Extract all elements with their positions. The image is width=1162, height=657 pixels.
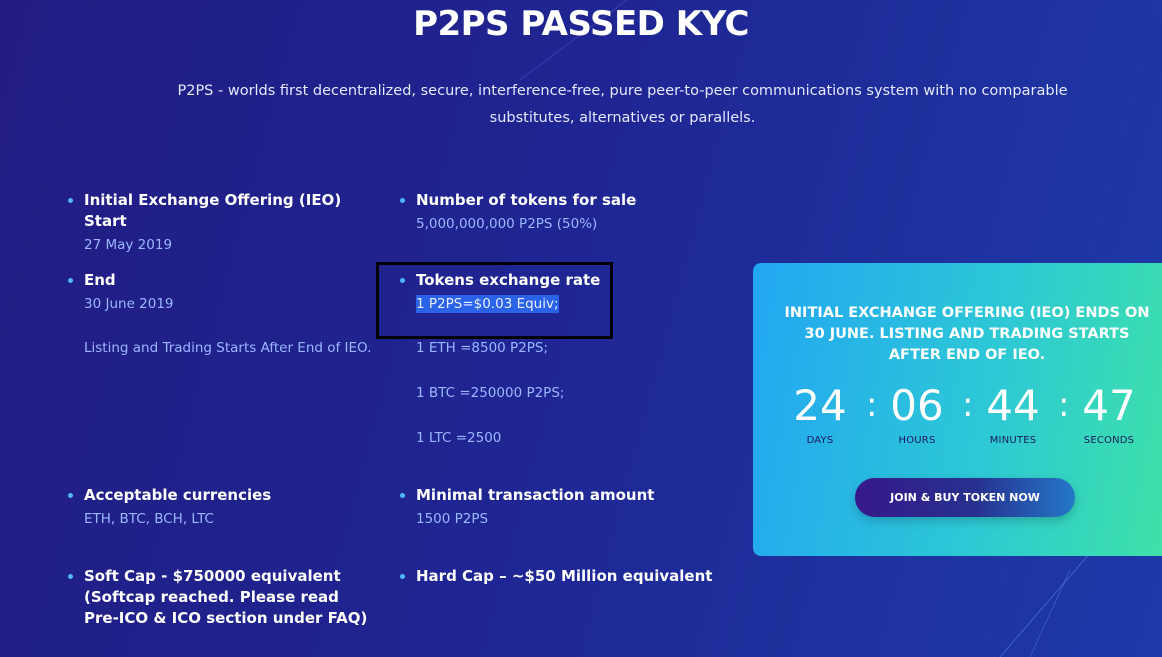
detail-heading: Tokens exchange rate	[416, 271, 601, 289]
countdown-separator: :	[1058, 385, 1070, 425]
countdown-title: INITIAL EXCHANGE OFFERING (IEO) ENDS ON …	[784, 305, 1150, 363]
detail-heading: Acceptable currencies	[84, 486, 272, 504]
bullet-dot	[68, 574, 73, 579]
bullet-dot	[68, 198, 73, 203]
bullet-dot	[400, 493, 405, 498]
countdown-hours: 06 HOURS	[877, 381, 957, 446]
detail-end: End 30 June 2019 Listing and Trading Sta…	[68, 270, 374, 362]
page-subtitle: P2PS - worlds first decentralized, secur…	[177, 83, 1068, 126]
detail-heading: Soft Cap - $750000 equivalent (Softcap r…	[84, 567, 368, 627]
detail-heading: Hard Cap – ~$50 Million equivalent	[416, 567, 713, 585]
annotation-highlight-box	[376, 262, 613, 339]
detail-value: 5,000,000,000 P2PS (50%)	[416, 216, 598, 232]
bullet-dot	[68, 493, 73, 498]
countdown-value: 44	[986, 381, 1040, 430]
countdown-label: SECONDS	[1083, 435, 1135, 446]
detail-value: 1500 P2PS	[416, 511, 489, 527]
detail-exchange-rate: Tokens exchange rate 1 P2PS=$0.03 Equiv;…	[400, 270, 716, 452]
countdown-label: DAYS	[806, 435, 834, 446]
exchange-rate-btc: 1 BTC =250000 P2PS;	[416, 385, 565, 401]
countdown-minutes: 44 MINUTES	[973, 381, 1053, 446]
detail-value: 30 June 2019	[84, 296, 174, 312]
detail-note: Listing and Trading Starts After End of …	[84, 340, 372, 356]
join-buy-token-button[interactable]: JOIN & BUY TOKEN NOW	[855, 478, 1075, 517]
countdown-days: 24 DAYS	[780, 381, 860, 446]
countdown-label: HOURS	[898, 435, 936, 446]
detail-hard-cap: Hard Cap – ~$50 Million equivalent	[400, 566, 716, 587]
detail-value: 27 May 2019	[84, 237, 173, 253]
countdown-separator: :	[962, 385, 974, 425]
detail-currencies: Acceptable currencies ETH, BTC, BCH, LTC	[68, 485, 374, 532]
detail-heading: End	[84, 271, 116, 289]
bullet-dot	[400, 198, 405, 203]
detail-soft-cap: Soft Cap - $750000 equivalent (Softcap r…	[68, 566, 374, 629]
countdown-label: MINUTES	[989, 435, 1037, 446]
selected-text[interactable]: 1 P2PS=$0.03 Equiv;	[416, 295, 559, 313]
page-title: P2PS PASSED KYC	[413, 4, 749, 44]
detail-value: ETH, BTC, BCH, LTC	[84, 511, 214, 527]
countdown-seconds: 47 SECONDS	[1069, 381, 1149, 446]
detail-ieo-start: Initial Exchange Offering (IEO) Start 27…	[68, 190, 384, 258]
exchange-rate-selected[interactable]: 1 P2PS=$0.03 Equiv;	[416, 291, 716, 317]
bullet-dot	[68, 278, 73, 283]
detail-heading: Minimal transaction amount	[416, 486, 655, 504]
countdown-value: 06	[890, 381, 944, 430]
exchange-rate-ltc: 1 LTC =2500	[416, 430, 502, 446]
bullet-dot	[400, 278, 405, 283]
countdown-value: 24	[793, 381, 847, 430]
exchange-rate-eth: 1 ETH =8500 P2PS;	[416, 340, 549, 356]
countdown-card: INITIAL EXCHANGE OFFERING (IEO) ENDS ON …	[753, 263, 1162, 556]
countdown-value: 47	[1082, 381, 1136, 430]
detail-heading: Number of tokens for sale	[416, 191, 637, 209]
detail-tokens-for-sale: Number of tokens for sale 5,000,000,000 …	[400, 190, 716, 237]
countdown-separator: :	[866, 385, 878, 425]
bullet-dot	[400, 574, 405, 579]
detail-heading: Initial Exchange Offering (IEO) Start	[84, 191, 342, 230]
detail-min-amount: Minimal transaction amount 1500 P2PS	[400, 485, 716, 532]
